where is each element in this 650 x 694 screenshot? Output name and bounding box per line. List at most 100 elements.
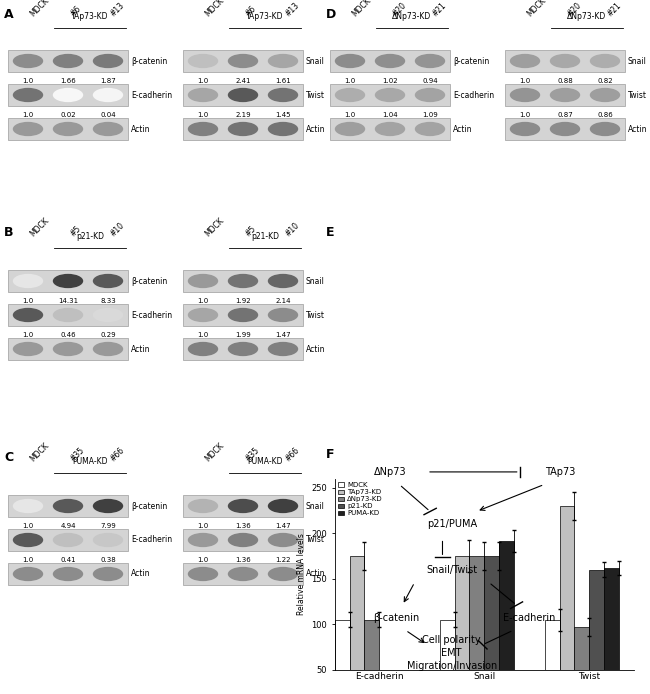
Text: #6: #6 [68,4,83,18]
Bar [8,50,128,72]
Text: 1.0: 1.0 [198,332,209,338]
Text: 1.0: 1.0 [344,112,356,118]
Text: 1.0: 1.0 [198,112,209,118]
Bar [505,50,625,72]
Ellipse shape [188,54,218,68]
Text: MDCK: MDCK [203,441,226,464]
Ellipse shape [227,533,258,547]
Bar [183,304,303,326]
Text: 7.99: 7.99 [100,523,116,529]
Text: PUMA-KD: PUMA-KD [72,457,108,466]
Text: Actin: Actin [131,570,151,579]
Text: 1.0: 1.0 [198,523,209,529]
Text: p21-KD: p21-KD [251,232,279,241]
Ellipse shape [335,122,365,136]
Text: #66: #66 [108,446,125,464]
Bar [484,556,499,670]
Ellipse shape [93,499,124,513]
Bar [499,541,514,670]
Bar [440,620,454,670]
Text: #66: #66 [283,446,301,464]
Ellipse shape [93,533,124,547]
Text: 1.47: 1.47 [275,523,291,529]
Text: Twist: Twist [628,90,647,99]
Ellipse shape [13,308,43,322]
Bar [560,506,575,670]
Text: Twist: Twist [306,310,325,319]
Text: Snail: Snail [306,276,325,285]
Ellipse shape [335,88,365,102]
Text: D: D [326,8,336,21]
Text: E-cadherin: E-cadherin [131,310,172,319]
Ellipse shape [188,274,218,288]
Bar [394,670,409,694]
Ellipse shape [188,533,218,547]
Text: Actin: Actin [453,124,473,133]
Text: 2.14: 2.14 [275,298,291,304]
Bar [545,620,560,670]
Ellipse shape [227,342,258,356]
Text: 1.0: 1.0 [22,112,34,118]
Ellipse shape [53,499,83,513]
Bar [575,627,590,670]
Text: Actin: Actin [628,124,647,133]
Text: 1.0: 1.0 [519,78,530,84]
Bar [365,620,379,670]
Bar [8,563,128,585]
Ellipse shape [93,88,124,102]
Ellipse shape [590,122,620,136]
Text: Actin: Actin [306,124,326,133]
Ellipse shape [13,274,43,288]
Ellipse shape [227,122,258,136]
Text: MDCK: MDCK [203,216,226,238]
Ellipse shape [510,122,540,136]
Bar [8,118,128,140]
Text: 1.0: 1.0 [344,78,356,84]
Ellipse shape [375,54,405,68]
Text: β-catenin: β-catenin [131,502,167,511]
Text: 4.94: 4.94 [60,523,76,529]
Text: 1.09: 1.09 [422,112,438,118]
Ellipse shape [93,567,124,581]
Bar [183,338,303,360]
Text: 0.29: 0.29 [100,332,116,338]
Text: MDCK: MDCK [203,0,226,18]
Bar [183,270,303,292]
Text: #13: #13 [108,1,125,18]
Ellipse shape [550,54,580,68]
Ellipse shape [510,54,540,68]
Text: #10: #10 [108,221,125,238]
Ellipse shape [53,533,83,547]
Text: 0.87: 0.87 [557,112,573,118]
Ellipse shape [227,308,258,322]
Ellipse shape [268,342,298,356]
Ellipse shape [13,122,43,136]
Ellipse shape [268,122,298,136]
Text: 1.0: 1.0 [22,298,34,304]
Text: 1.66: 1.66 [60,78,76,84]
Text: 0.38: 0.38 [100,557,116,563]
Bar [469,556,484,670]
Text: B: B [4,226,14,239]
Text: Snail: Snail [628,56,647,65]
Ellipse shape [93,54,124,68]
Bar [330,50,450,72]
Bar [505,84,625,106]
Text: #20: #20 [390,1,408,18]
Legend: MDCK, TAp73-KD, ΔNp73-KD, p21-KD, PUMA-KD: MDCK, TAp73-KD, ΔNp73-KD, p21-KD, PUMA-K… [338,482,383,516]
Text: F: F [326,448,335,461]
Text: p21-KD: p21-KD [76,232,104,241]
Text: β-catenin: β-catenin [373,613,419,623]
Ellipse shape [188,499,218,513]
Text: 1.22: 1.22 [275,557,291,563]
Text: 1.61: 1.61 [275,78,291,84]
Text: β-catenin: β-catenin [453,56,489,65]
Text: #10: #10 [283,221,301,238]
Bar [379,670,394,694]
Text: #13: #13 [283,1,301,18]
Ellipse shape [53,342,83,356]
Ellipse shape [375,88,405,102]
Ellipse shape [13,533,43,547]
Text: 14.31: 14.31 [58,298,78,304]
Y-axis label: Relative mRNA levels: Relative mRNA levels [297,534,306,615]
